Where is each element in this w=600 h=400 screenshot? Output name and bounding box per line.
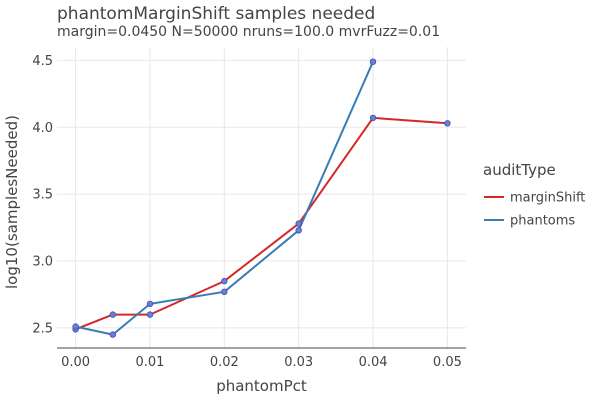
y-tick-label: 2.5 — [32, 321, 53, 336]
series-line-phantoms — [75, 61, 374, 336]
y-tick-label: 4.5 — [32, 54, 53, 69]
y-tick-label: 3.5 — [32, 188, 53, 203]
legend-label-phantoms: phantoms — [510, 214, 575, 229]
x-tick-label: 0.03 — [284, 355, 313, 370]
data-point-marginShift — [369, 114, 377, 122]
series-line-marginShift — [75, 116, 448, 331]
legend: auditType marginShift phantoms — [483, 161, 585, 229]
data-point-phantoms — [146, 300, 154, 308]
data-point-marginShift — [221, 277, 228, 285]
y-tick-label: 3.0 — [32, 255, 53, 270]
plot-area: 2.5 3.0 3.5 4.0 4.5 0.00 0.01 0.02 0.03 0.04 0.05 — [32, 47, 466, 370]
legend-title: auditType — [483, 161, 556, 179]
legend-label-marginShift: marginShift — [510, 191, 585, 206]
data-point-marginShift — [146, 311, 154, 318]
chart-subtitle: margin=0.0450 N=50000 nruns=100.0 mvrFuz… — [57, 24, 440, 40]
data-point-phantoms — [295, 227, 302, 234]
chart-title: phantomMarginShift samples needed — [57, 4, 375, 24]
data-point-marginShift — [444, 120, 451, 127]
x-tick-label: 0.04 — [359, 355, 388, 370]
data-point-marginShift — [109, 311, 116, 318]
x-tick-label: 0.02 — [210, 355, 239, 370]
y-tick-label: 4.0 — [32, 121, 53, 136]
data-point-phantoms — [109, 331, 116, 338]
data-point-marginShift — [295, 220, 302, 227]
data-point-phantoms — [221, 288, 228, 295]
data-point-phantoms — [369, 58, 377, 65]
x-axis-title: phantomPct — [216, 377, 307, 395]
x-tick-label: 0.00 — [61, 355, 90, 370]
y-axis-title: log10(samplesNeeded) — [3, 115, 21, 289]
x-tick-label: 0.01 — [135, 355, 164, 370]
data-point-phantoms — [72, 323, 79, 330]
x-tick-label: 0.05 — [433, 355, 462, 370]
